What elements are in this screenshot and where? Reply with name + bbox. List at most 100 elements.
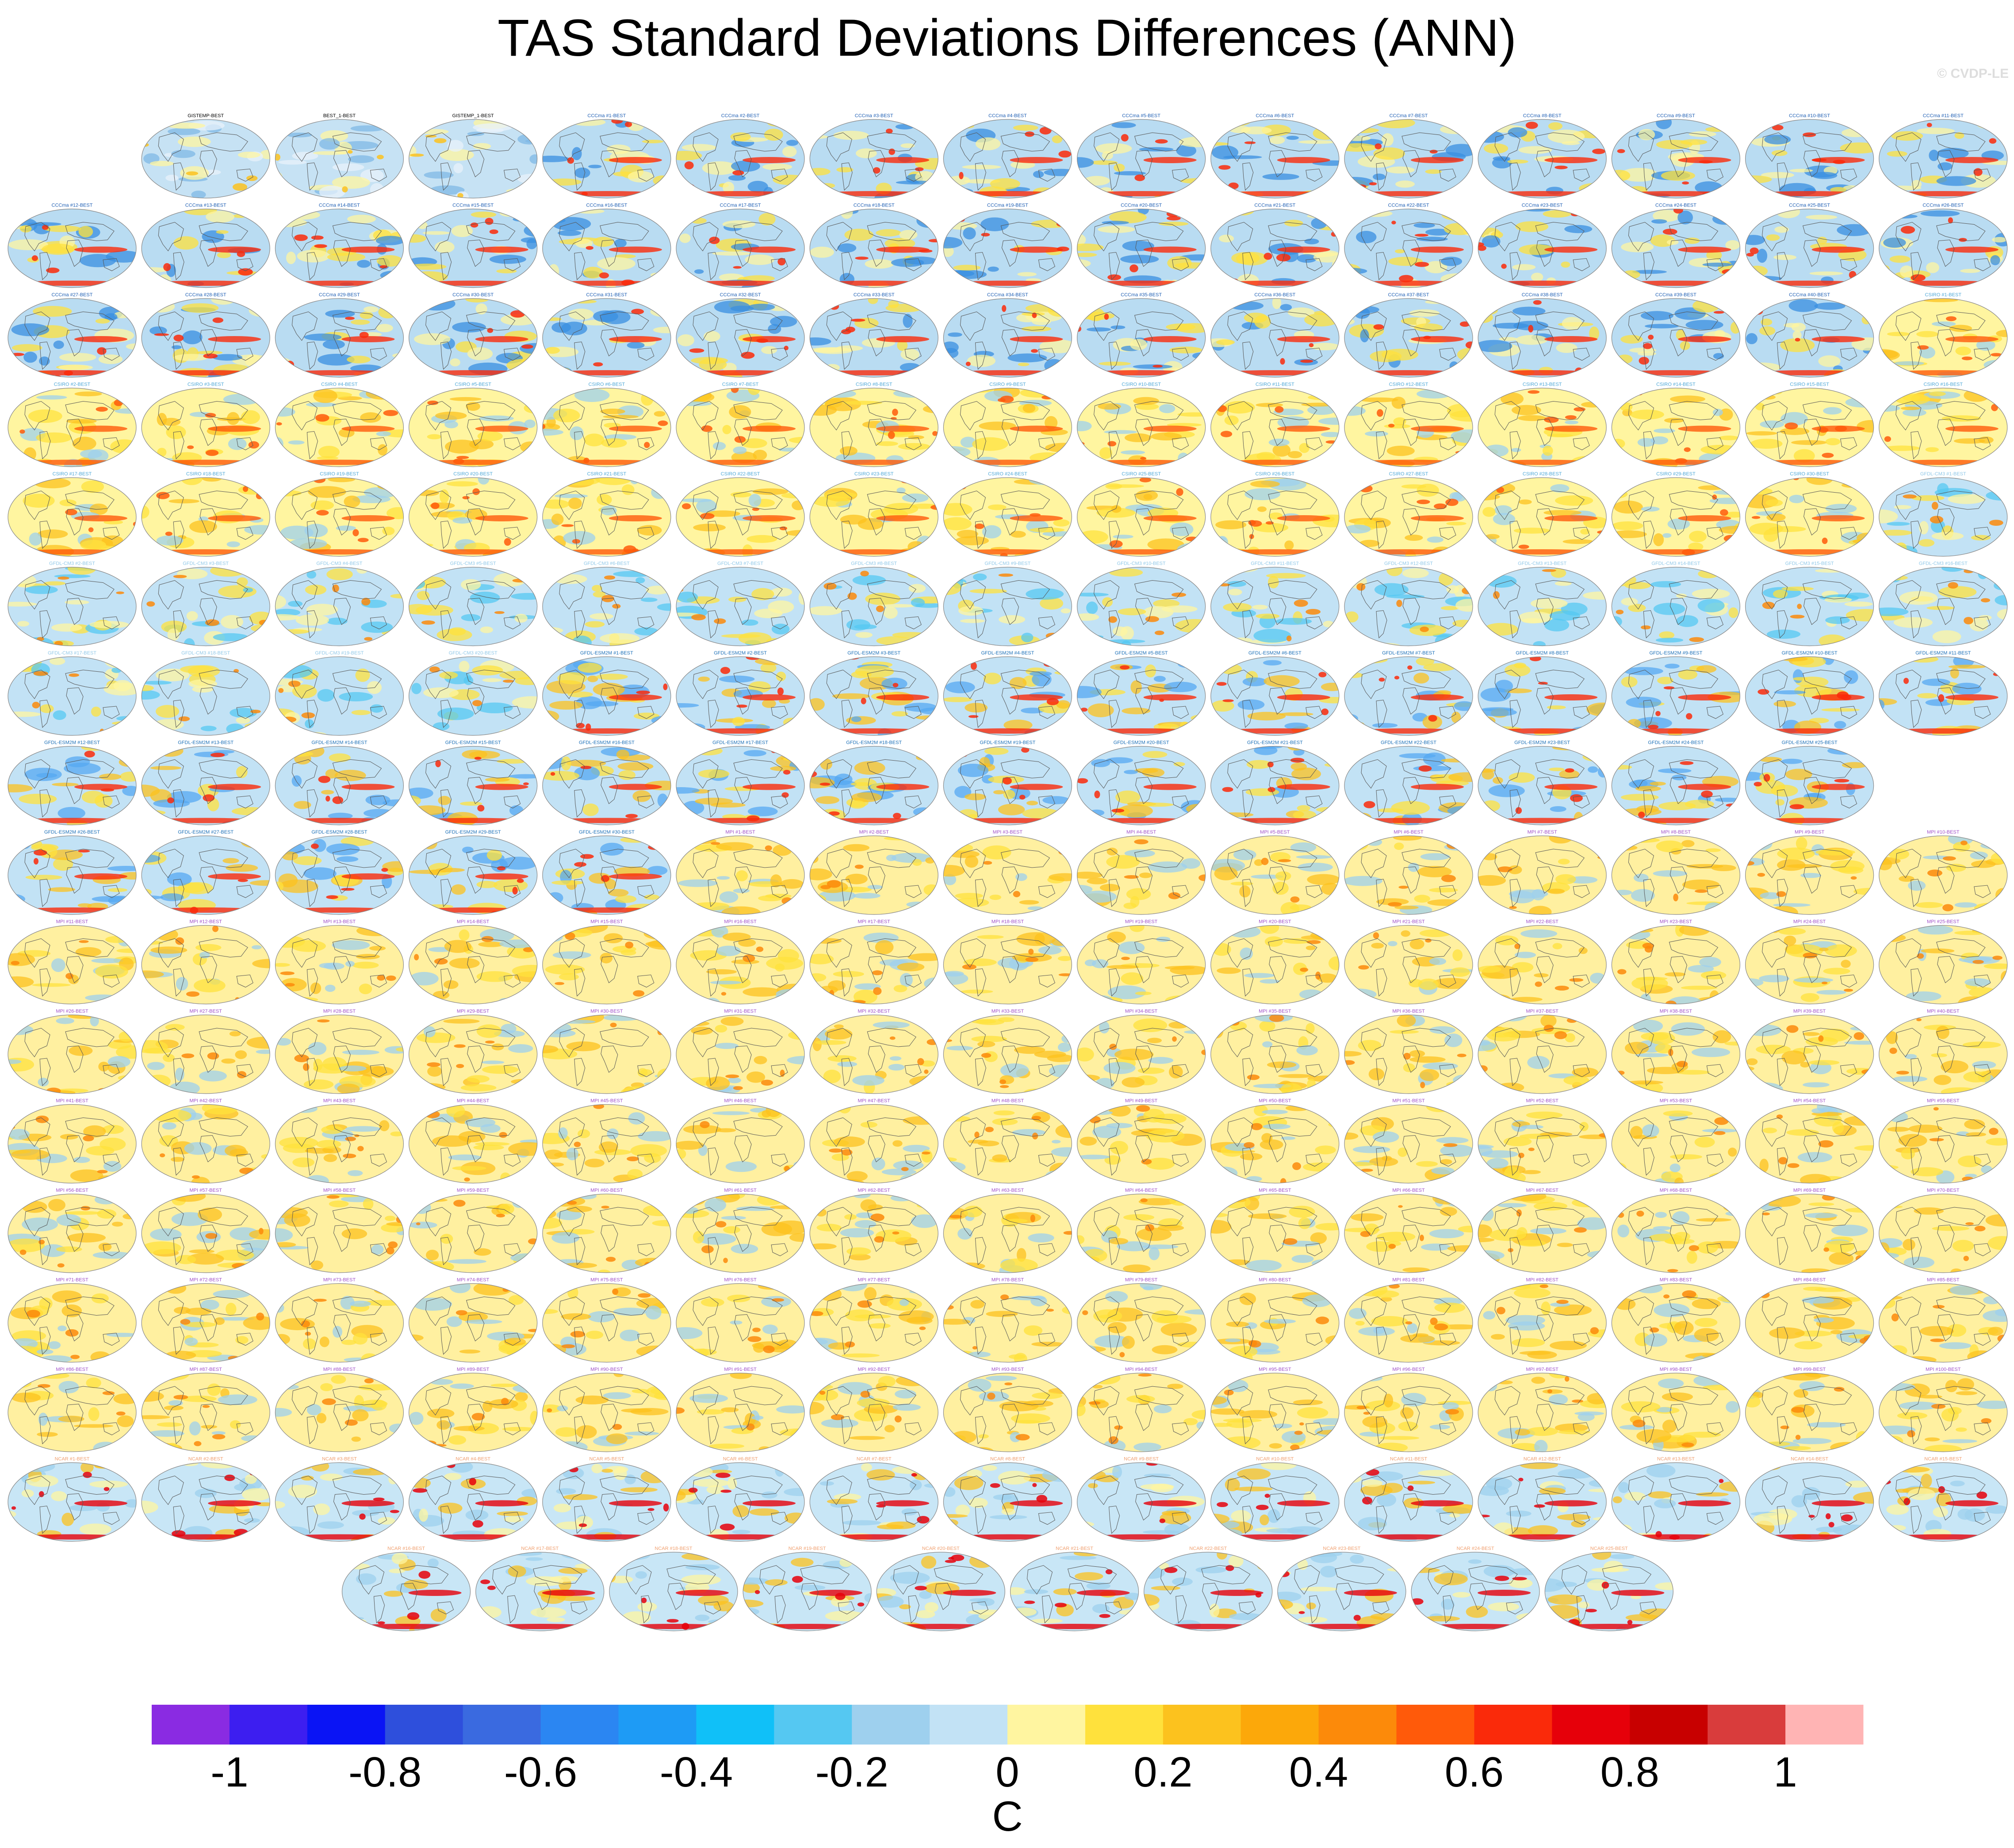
panel-label: MPI #99-BEST	[1793, 1367, 1826, 1372]
map-panel: NCAR #16-BEST	[341, 1546, 471, 1631]
panel-label: MPI #97-BEST	[1526, 1367, 1559, 1372]
map-panel: GFDL-ESM2M #11-BEST	[1879, 650, 2008, 736]
map-panel: MPI #66-BEST	[1344, 1188, 1473, 1273]
panel-label: NCAR #23-BEST	[1323, 1546, 1360, 1551]
map-panel: CCCma #11-BEST	[1879, 113, 2008, 199]
panel-label: GFDL-ESM2M #6-BEST	[1248, 650, 1302, 656]
map-panel: MPI #64-BEST	[1077, 1188, 1206, 1273]
map-panel: MPI #28-BEST	[275, 1009, 404, 1094]
panel-label: NCAR #20-BEST	[922, 1546, 960, 1551]
map-panel: MPI #81-BEST	[1344, 1278, 1473, 1363]
panel-label: MPI #19-BEST	[1125, 919, 1158, 925]
panel-label: MPI #14-BEST	[457, 919, 490, 925]
panel-label: MPI #33-BEST	[992, 1009, 1024, 1014]
panel-label: MPI #25-BEST	[1927, 919, 1960, 925]
panel-label: MPI #24-BEST	[1793, 919, 1826, 925]
map-panel: CCCma #20-BEST	[1077, 203, 1206, 288]
panel-label: CCCma #37-BEST	[1388, 292, 1429, 298]
panel-label: CSIRO #27-BEST	[1389, 471, 1428, 477]
map-panel: MPI #17-BEST	[809, 919, 938, 1005]
colorbar-swatch	[1630, 1705, 1708, 1745]
map-panel: CCCma #8-BEST	[1478, 113, 1607, 199]
colorbar-tick-label: -0.4	[660, 1749, 733, 1796]
panel-label: MPI #95-BEST	[1259, 1367, 1291, 1372]
panel-label: CCCma #11-BEST	[1923, 113, 1964, 119]
map-panel: CCCma #24-BEST	[1611, 203, 1740, 288]
colorbar-swatch	[1785, 1705, 1864, 1745]
panel-label: CSIRO #10-BEST	[1122, 382, 1161, 387]
panel-label: GFDL-ESM2M #23-BEST	[1514, 740, 1570, 746]
panel-label: CCCma #33-BEST	[854, 292, 895, 298]
panel-label: CCCma #27-BEST	[52, 292, 93, 298]
map-panel: NCAR #15-BEST	[1879, 1457, 2008, 1542]
panel-label: CSIRO #22-BEST	[721, 471, 760, 477]
map-panel: CCCma #16-BEST	[542, 203, 671, 288]
colorbar-swatch	[618, 1705, 697, 1745]
panel-label: MPI #88-BEST	[323, 1367, 356, 1372]
colorbar-swatch	[930, 1705, 1008, 1745]
panel-label: MPI #73-BEST	[323, 1278, 356, 1283]
map-panel: CCCma #17-BEST	[676, 203, 805, 288]
map-panel: NCAR #14-BEST	[1745, 1457, 1874, 1542]
map-panel: MPI #58-BEST	[275, 1188, 404, 1273]
panel-label: MPI #65-BEST	[1259, 1188, 1291, 1193]
panel-label: GFDL-ESM2M #20-BEST	[1114, 740, 1169, 746]
panel-label: NCAR #3-BEST	[322, 1457, 357, 1462]
panel-label: NCAR #12-BEST	[1524, 1457, 1561, 1462]
panel-label: GFDL-ESM2M #5-BEST	[1115, 650, 1168, 656]
map-panel: MPI #26-BEST	[8, 1009, 137, 1094]
map-panel: NCAR #10-BEST	[1210, 1457, 1340, 1542]
panel-label: CCCma #21-BEST	[1254, 203, 1295, 208]
map-panel: NCAR #8-BEST	[943, 1457, 1072, 1542]
map-panel: MPI #27-BEST	[141, 1009, 270, 1094]
map-panel: MPI #16-BEST	[676, 919, 805, 1005]
map-panel: CSIRO #25-BEST	[1077, 471, 1206, 557]
map-panel: CCCma #31-BEST	[542, 292, 671, 378]
map-panel: MPI #48-BEST	[943, 1098, 1072, 1184]
panel-label: MPI #85-BEST	[1927, 1278, 1960, 1283]
panel-label: CCCma #29-BEST	[319, 292, 360, 298]
map-panel: MPI #88-BEST	[275, 1367, 404, 1452]
map-panel: MPI #93-BEST	[943, 1367, 1072, 1452]
panel-label: MPI #80-BEST	[1259, 1278, 1291, 1283]
panel-label: GFDL-CM3 #9-BEST	[984, 561, 1030, 566]
map-panel: NCAR #6-BEST	[676, 1457, 805, 1542]
map-panel: MPI #59-BEST	[408, 1188, 538, 1273]
panel-label: GFDL-CM3 #15-BEST	[1785, 561, 1834, 566]
map-panel: MPI #35-BEST	[1210, 1009, 1340, 1094]
map-panel: MPI #73-BEST	[275, 1278, 404, 1363]
map-panel: MPI #9-BEST	[1745, 830, 1874, 915]
panel-label: GFDL-ESM2M #25-BEST	[1782, 740, 1838, 746]
map-panel: MPI #21-BEST	[1344, 919, 1473, 1005]
map-panel: GFDL-CM3 #9-BEST	[943, 561, 1072, 647]
panel-label: NCAR #16-BEST	[387, 1546, 425, 1551]
map-panel: CSIRO #13-BEST	[1478, 382, 1607, 467]
map-panel: CCCma #5-BEST	[1077, 113, 1206, 199]
panel-label: CCCma #2-BEST	[721, 113, 760, 119]
panel-label: GFDL-CM3 #5-BEST	[450, 561, 496, 566]
panel-label: GFDL-CM3 #13-BEST	[1518, 561, 1566, 566]
map-panel: MPI #25-BEST	[1879, 919, 2008, 1005]
panel-label: GFDL-ESM2M #12-BEST	[44, 740, 100, 746]
map-panel: MPI #52-BEST	[1478, 1098, 1607, 1184]
map-panel: MPI #77-BEST	[809, 1278, 938, 1363]
panel-label: NCAR #17-BEST	[521, 1546, 559, 1551]
map-panel: GFDL-ESM2M #25-BEST	[1745, 740, 1874, 826]
map-panel: GFDL-ESM2M #16-BEST	[542, 740, 671, 826]
map-panel: MPI #29-BEST	[408, 1009, 538, 1094]
map-panel: NCAR #1-BEST	[8, 1457, 137, 1542]
panel-label: MPI #66-BEST	[1392, 1188, 1425, 1193]
panel-label: NCAR #11-BEST	[1390, 1457, 1427, 1462]
panel-label: MPI #22-BEST	[1526, 919, 1559, 925]
map-panel: CCCma #1-BEST	[542, 113, 671, 199]
map-panel: MPI #31-BEST	[676, 1009, 805, 1094]
map-panel: NCAR #7-BEST	[809, 1457, 938, 1542]
map-panel: MPI #53-BEST	[1611, 1098, 1740, 1184]
map-panel: MPI #32-BEST	[809, 1009, 938, 1094]
panel-label: CSIRO #9-BEST	[989, 382, 1026, 387]
colorbar-tick-label: 0.8	[1600, 1749, 1659, 1796]
map-panel: MPI #82-BEST	[1478, 1278, 1607, 1363]
map-panel: MPI #84-BEST	[1745, 1278, 1874, 1363]
colorbar-swatch	[385, 1705, 463, 1745]
map-panel: GFDL-ESM2M #27-BEST	[141, 830, 270, 915]
